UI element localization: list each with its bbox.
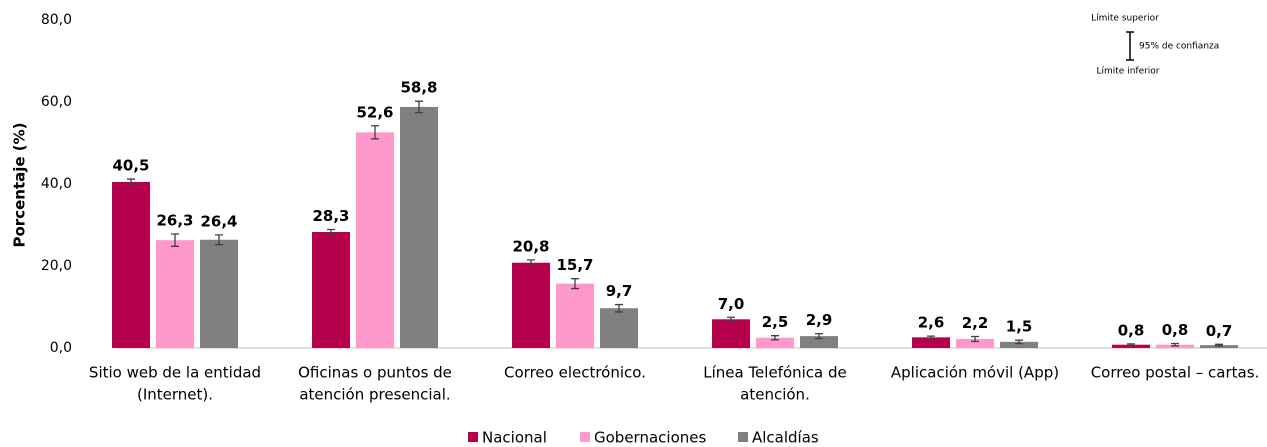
data-label: 20,8 — [512, 237, 549, 255]
data-label: 2,5 — [762, 313, 789, 331]
data-label: 26,4 — [200, 212, 237, 230]
x-tick-label: Aplicación móvil (App) — [891, 364, 1059, 382]
data-label: 0,8 — [1118, 321, 1145, 339]
legend-label: Nacional — [482, 429, 547, 447]
legend-swatch — [468, 432, 478, 442]
bar — [1000, 341, 1038, 348]
data-label: 0,8 — [1162, 321, 1189, 339]
annotation: Límite inferior — [1096, 67, 1159, 77]
error-bar — [971, 335, 979, 343]
x-tick-label: Sitio web de la entidad — [89, 364, 261, 382]
data-label: 9,7 — [606, 282, 633, 300]
error-bar — [727, 316, 735, 322]
error-bar — [371, 125, 379, 140]
data-label: 52,6 — [356, 103, 393, 121]
annotation: 95% de confianza — [1139, 42, 1219, 52]
bar — [112, 181, 150, 348]
legend-label: Gobernaciones — [594, 429, 706, 447]
error-bar — [127, 178, 135, 186]
bar — [200, 239, 238, 348]
data-label: 2,2 — [962, 314, 989, 332]
y-tick-label: 0,0 — [50, 340, 72, 356]
data-label: 40,5 — [112, 157, 149, 175]
y-tick-label: 40,0 — [41, 176, 72, 192]
data-label: 2,9 — [806, 311, 833, 329]
annotation: Límite superior — [1091, 14, 1159, 24]
y-axis-label: Porcentaje (%) — [11, 122, 29, 247]
x-tick-label: Línea Telefónica de — [703, 364, 847, 382]
legend-swatch — [580, 432, 590, 442]
bar — [712, 319, 750, 348]
bar — [600, 308, 638, 348]
legend-label: Alcaldías — [752, 429, 819, 447]
error-bar — [927, 335, 935, 340]
error-bar — [571, 278, 579, 290]
error-bar — [527, 259, 535, 267]
data-label: 26,3 — [156, 212, 193, 230]
error-bar — [771, 335, 779, 341]
bar — [312, 231, 350, 348]
x-tick-label: Correo electrónico. — [504, 364, 646, 382]
bar — [800, 336, 838, 348]
error-bar — [1171, 342, 1179, 347]
error-bar — [815, 333, 823, 340]
y-tick-label: 60,0 — [41, 94, 72, 110]
data-label: 1,5 — [1006, 318, 1033, 336]
error-bar — [1015, 339, 1023, 345]
y-tick-label: 20,0 — [41, 258, 72, 274]
x-tick-label: (Internet). — [137, 386, 213, 404]
error-bar — [615, 303, 623, 313]
data-label: 28,3 — [312, 207, 349, 225]
bar — [956, 338, 994, 348]
data-label: 7,0 — [718, 295, 745, 313]
data-label: 2,6 — [918, 314, 945, 332]
data-label: 58,8 — [400, 79, 437, 97]
bar — [912, 337, 950, 348]
bar — [756, 337, 794, 348]
legend-swatch — [738, 432, 748, 442]
x-tick-label: Correo postal – cartas. — [1091, 364, 1260, 382]
error-bar — [171, 233, 179, 247]
bar — [156, 240, 194, 348]
bar — [356, 132, 394, 348]
data-label: 0,7 — [1206, 322, 1233, 340]
x-tick-label: atención. — [740, 386, 810, 404]
y-tick-label: 80,0 — [41, 12, 72, 28]
x-tick-label: Oficinas o puntos de — [298, 364, 452, 382]
bar — [400, 106, 438, 348]
bar — [512, 262, 550, 348]
error-bar — [415, 100, 423, 114]
error-bar — [1127, 343, 1135, 347]
error-bar — [215, 234, 223, 246]
error-bar — [1215, 343, 1223, 347]
x-tick-label: atención presencial. — [299, 386, 450, 404]
bar — [556, 283, 594, 348]
error-bar — [327, 228, 335, 236]
data-label: 15,7 — [556, 256, 593, 274]
bar — [1112, 344, 1150, 348]
